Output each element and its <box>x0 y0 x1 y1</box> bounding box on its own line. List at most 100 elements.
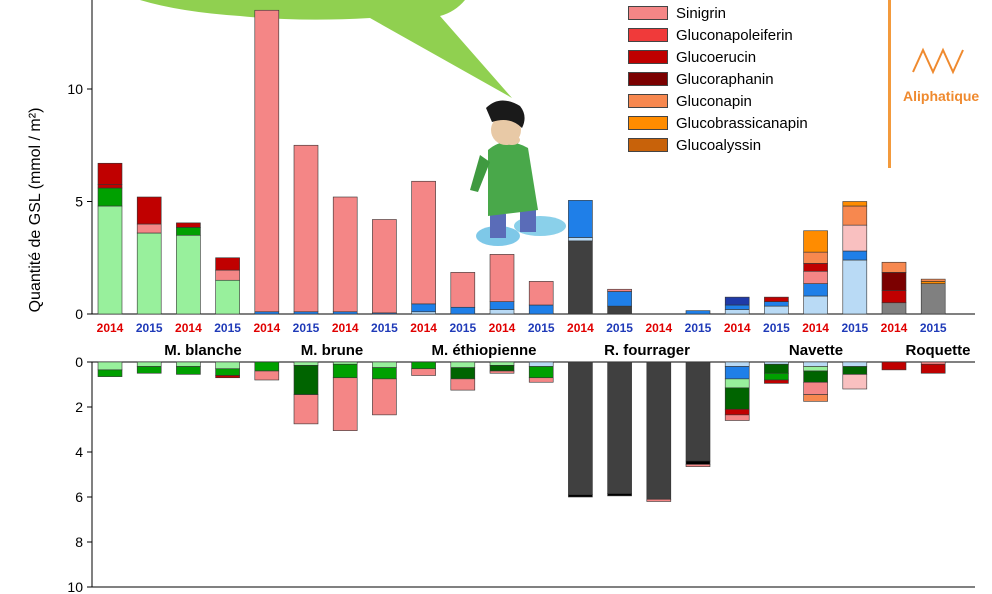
year-label: 2014 <box>567 321 594 335</box>
top-bar-segment <box>97 187 123 207</box>
bottom-bar-segment <box>920 363 946 374</box>
bottom-bar-segment <box>607 493 632 497</box>
top-bar-segment <box>411 311 436 315</box>
year-label: 2015 <box>293 321 320 335</box>
top-bar-segment <box>607 291 632 307</box>
top-bar-segment <box>803 270 828 284</box>
legend-swatch <box>628 50 668 64</box>
legend-label: Gluconapin <box>676 92 752 110</box>
bottom-bar-segment <box>215 368 240 376</box>
top-bar-segment <box>842 224 868 252</box>
bottom-bar-segment <box>685 464 711 467</box>
legend-swatch <box>628 94 668 108</box>
legend-swatch <box>628 116 668 130</box>
top-bar-segment <box>568 237 593 242</box>
top-bar-segment <box>136 232 162 315</box>
bottom-bar-segment <box>254 370 280 381</box>
top-bar-segment <box>136 196 162 225</box>
speech-bubble-decoration <box>140 0 512 98</box>
bottom-y-tick-label: 10 <box>67 579 83 594</box>
year-label: 2014 <box>97 321 124 335</box>
year-label: 2015 <box>214 321 241 335</box>
legend-item: Gluconapoleiferin <box>628 24 808 46</box>
top-bar-segment <box>254 9 280 313</box>
bottom-bar-segment <box>293 365 319 395</box>
year-label: 2015 <box>763 321 790 335</box>
bottom-bar-segment <box>136 361 162 367</box>
top-bar-segment <box>842 205 868 226</box>
bottom-y-tick-label: 0 <box>75 354 83 370</box>
top-bar-segment <box>450 306 476 315</box>
year-label: 2015 <box>685 321 712 335</box>
top-bar-segment <box>842 201 868 207</box>
legend: Sinigrin Gluconapoleiferin Glucoerucin G… <box>628 2 808 156</box>
bottom-bar-segment <box>411 368 436 376</box>
bottom-bar-segment <box>881 361 907 371</box>
bottom-bar-segment <box>803 381 828 395</box>
bottom-bar-segment <box>372 361 397 368</box>
legend-item: Glucobrassicanapin <box>628 112 808 134</box>
top-bar-segment <box>176 222 201 228</box>
legend-label: Sinigrin <box>676 4 727 22</box>
bottom-bar-segment <box>607 361 632 494</box>
aliphatic-panel: Aliphatique <box>888 0 992 168</box>
bottom-bar-segment <box>293 361 319 366</box>
top-bar-segment <box>724 296 750 306</box>
top-bar-segment <box>176 227 201 236</box>
top-bar-segment <box>489 301 515 310</box>
bottom-bar-segment <box>97 361 123 371</box>
top-bar-segment <box>450 272 476 308</box>
bottom-bar-segment <box>528 377 554 383</box>
top-bar-segment <box>764 296 789 302</box>
top-bar-segment <box>568 240 593 315</box>
group-label: M. éthiopienne <box>432 342 537 359</box>
top-bar-segment <box>920 283 946 315</box>
bottom-bar-segment <box>489 370 515 374</box>
bottom-bar-segment <box>764 379 789 384</box>
bottom-bar-segment <box>332 363 358 379</box>
top-bar-segment <box>489 309 515 315</box>
top-bar-segment <box>881 261 907 273</box>
legend-swatch <box>628 72 668 86</box>
legend-item: Gluconapin <box>628 90 808 112</box>
year-label: 2014 <box>724 321 751 335</box>
bottom-y-tick-label: 2 <box>75 399 83 415</box>
legend-label: Glucobrassicanapin <box>676 114 808 132</box>
top-bar-segment <box>215 279 240 315</box>
top-y-tick-label: 10 <box>67 81 83 97</box>
top-bar-segment <box>803 251 828 264</box>
bottom-bar-segment <box>372 367 397 380</box>
legend-swatch <box>628 138 668 152</box>
bottom-bar-segment <box>724 378 750 389</box>
top-bar-segment <box>293 311 319 315</box>
top-bar-segment <box>685 310 711 315</box>
top-y-tick-label: 0 <box>75 306 83 322</box>
year-label: 2015 <box>920 321 947 335</box>
bottom-bar-segment <box>764 361 789 365</box>
bottom-bar-segment <box>724 361 750 367</box>
gaston-figure-illustration <box>470 100 566 246</box>
top-bar-segment <box>724 309 750 315</box>
bottom-bar-segment <box>254 361 280 372</box>
bottom-bar-segment <box>176 366 201 375</box>
bottom-bar-segment <box>803 370 828 383</box>
bottom-y-tick-label: 8 <box>75 534 83 550</box>
top-bar-segment <box>215 257 240 271</box>
bottom-bar-segment <box>803 394 828 402</box>
bottom-bar-segment <box>803 366 828 372</box>
bottom-bar-segment <box>842 361 868 367</box>
top-bar-segment <box>920 278 946 282</box>
top-bar-segment <box>881 290 907 304</box>
top-bar-segment <box>842 250 868 261</box>
aliphatic-label: Aliphatique <box>903 88 980 104</box>
year-label: 2014 <box>645 321 672 335</box>
bottom-bar-segment <box>724 408 750 416</box>
legend-item: Glucoalyssin <box>628 134 808 156</box>
year-label: 2015 <box>606 321 633 335</box>
year-label: 2015 <box>136 321 163 335</box>
bottom-bar-segment <box>646 361 672 500</box>
top-bar-segment <box>803 295 828 315</box>
legend-item: Glucoraphanin <box>628 68 808 90</box>
year-label: 2015 <box>841 321 868 335</box>
legend-swatch <box>628 28 668 42</box>
